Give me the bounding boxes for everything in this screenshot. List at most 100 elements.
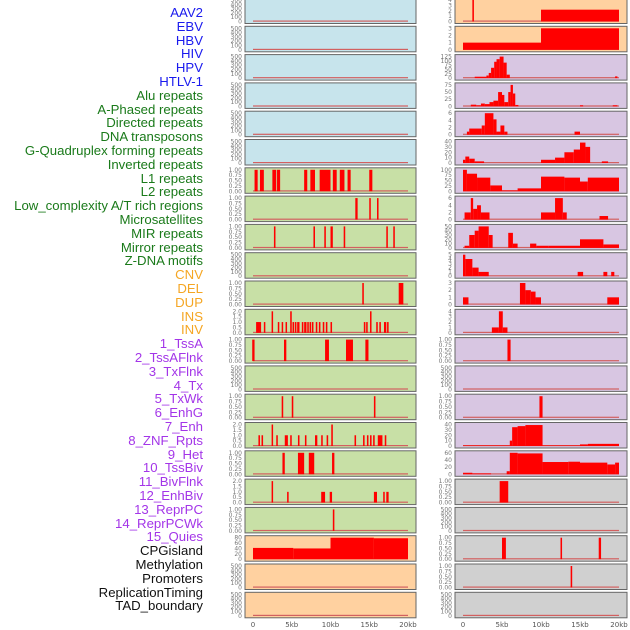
y-tick-label: 3 — [448, 260, 452, 267]
y-tick-label: 10 — [444, 438, 452, 445]
y-tick-label: 0 — [448, 132, 452, 139]
signal-bar — [477, 177, 491, 192]
y-tick-label: 0 — [448, 47, 452, 54]
y-tick-label: 0.00 — [229, 217, 243, 224]
y-tick-label: 1.5 — [232, 483, 242, 490]
y-tick-label: 0.00 — [229, 358, 243, 365]
y-tick-label: 300 — [231, 91, 243, 98]
signal-bar — [470, 104, 477, 107]
y-tick-label: 400 — [231, 567, 243, 574]
x-tick-label: 20kb — [399, 621, 417, 629]
y-tick-label: 0.75 — [439, 399, 453, 406]
y-tick-label: 0 — [238, 613, 242, 620]
y-tick-label: 25 — [444, 96, 452, 103]
y-tick-label: 200 — [441, 378, 453, 385]
signal-bar — [297, 452, 305, 475]
signal-bar — [603, 271, 608, 277]
panel-background — [454, 252, 628, 279]
y-tick-label: 75 — [444, 172, 452, 179]
y-tick-label: 500 — [231, 563, 243, 570]
y-tick-label: 100 — [231, 14, 243, 21]
panel-background — [244, 280, 417, 307]
y-tick-label: 400 — [231, 143, 243, 150]
y-tick-label: 300 — [231, 260, 243, 267]
track-label: Promoters — [142, 570, 203, 586]
signal-bar — [498, 311, 503, 333]
signal-bar — [290, 311, 292, 333]
signal-bar — [373, 491, 377, 503]
y-tick-label: 200 — [231, 265, 243, 272]
track-label: 8_ZNF_Rpts — [128, 432, 203, 448]
track-panel-left: 0.000.250.500.751.00 — [229, 195, 417, 224]
track-label: Low_complexity A/T rich regions — [14, 198, 203, 214]
y-tick-label: 100 — [441, 524, 453, 531]
signal-bar — [330, 226, 333, 248]
signal-bar — [496, 59, 500, 79]
y-tick-label: 0 — [448, 273, 452, 280]
y-tick-label: 0.25 — [439, 353, 453, 360]
track-label: Microsatellites — [119, 212, 203, 227]
signal-bar — [307, 322, 309, 333]
signal-bar — [570, 566, 573, 588]
y-tick-label: 0.25 — [439, 551, 453, 558]
track-label: A-Phased repeats — [97, 101, 203, 117]
panel-background — [244, 365, 417, 392]
y-tick-label: 0.00 — [229, 471, 243, 478]
baseline — [463, 331, 619, 333]
y-tick-label: 400 — [231, 115, 243, 122]
signal-bar — [313, 226, 315, 248]
signal-bar — [463, 297, 469, 305]
y-tick-label: 0 — [238, 556, 242, 563]
baseline — [253, 586, 408, 588]
y-tick-label: 40 — [444, 228, 452, 235]
y-tick-label: 0.25 — [229, 409, 243, 416]
signal-bar — [398, 283, 404, 305]
signal-bar — [281, 322, 284, 333]
y-tick-label: 20 — [444, 149, 452, 156]
y-tick-label: 0.25 — [229, 183, 243, 190]
baseline — [463, 529, 619, 532]
track-label: 6_EnhG — [154, 405, 203, 421]
y-tick-label: 0.75 — [229, 285, 243, 292]
signal-bar — [366, 435, 369, 446]
signal-bar — [259, 169, 264, 192]
track-label: 14_ReprPCWk — [115, 515, 203, 531]
y-tick-label: 0.50 — [229, 461, 243, 468]
signal-bar — [284, 435, 288, 446]
y-tick-label: 500 — [231, 82, 243, 89]
y-tick-label: 2.0 — [232, 308, 242, 315]
signal-bar — [346, 339, 353, 362]
y-tick-label: 0.00 — [229, 188, 243, 195]
y-tick-label: 0 — [238, 19, 242, 26]
signal-bar — [615, 76, 618, 79]
signal-bar — [319, 169, 331, 192]
signal-bar — [272, 169, 277, 192]
panel-background — [244, 110, 417, 138]
signal-bar — [393, 226, 395, 248]
track-label: Alu repeats — [136, 87, 203, 103]
y-tick-label: 2 — [448, 125, 452, 132]
track-label: 13_ReprPC — [134, 501, 203, 517]
signal-bar — [484, 113, 494, 135]
signal-bar — [515, 104, 519, 107]
track-panel-left: 0.000.250.500.751.00 — [229, 337, 417, 365]
y-tick-label: 0 — [238, 585, 242, 592]
y-tick-label: 0 — [448, 386, 452, 393]
signal-bar — [502, 190, 518, 192]
signal-bar — [284, 339, 287, 362]
signal-bar — [330, 537, 374, 560]
signal-bar — [607, 464, 616, 475]
y-tick-label: 400 — [231, 58, 243, 65]
x-tick-label: 0 — [251, 621, 255, 629]
y-tick-label: 100 — [231, 580, 243, 587]
y-tick-label: 20 — [444, 236, 452, 243]
signal-bar — [562, 212, 567, 220]
y-tick-label: 40 — [444, 422, 452, 429]
panel-background — [244, 337, 417, 364]
y-tick-label: 2 — [448, 265, 452, 272]
